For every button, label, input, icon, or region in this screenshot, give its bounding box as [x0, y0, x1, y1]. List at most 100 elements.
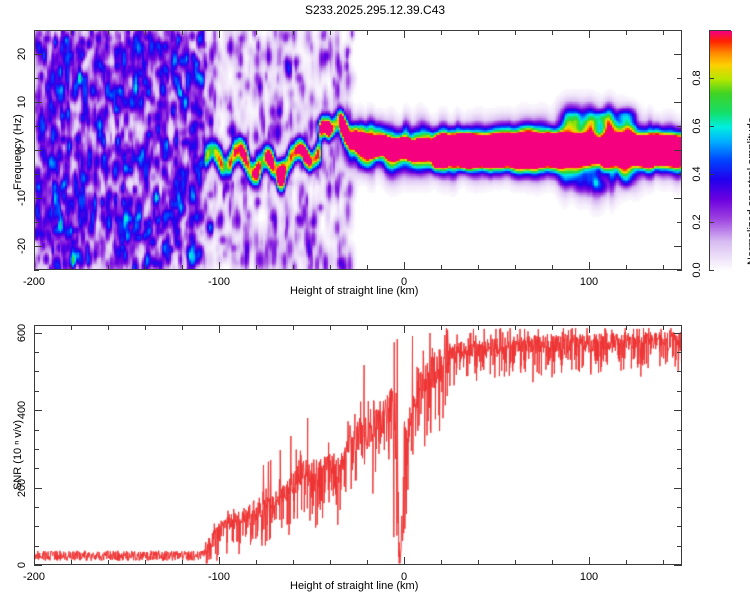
- axis-tick: [677, 78, 682, 79]
- axis-tick: [182, 325, 183, 330]
- axis-tick: [674, 54, 682, 55]
- axis-tick: [34, 507, 39, 508]
- axis-tick: [677, 468, 682, 469]
- axis-tick: [441, 265, 442, 270]
- figure-title: S233.2025.295.12.39.C43: [304, 3, 446, 17]
- axis-tick: [478, 265, 479, 270]
- axis-tick: [182, 30, 183, 35]
- axis-tick: [552, 265, 553, 270]
- axis-tick: [677, 526, 682, 527]
- axis-tick: [34, 557, 35, 565]
- x-tick-label: 100: [579, 571, 599, 583]
- axis-tick: [34, 526, 39, 527]
- colorbar-tick-label: 0.4: [691, 166, 703, 182]
- axis-tick: [663, 265, 664, 270]
- axis-tick: [515, 265, 516, 270]
- axis-tick: [441, 30, 442, 35]
- axis-tick: [182, 560, 183, 565]
- colorbar-tick: [709, 270, 714, 271]
- axis-tick: [677, 430, 682, 431]
- axis-tick: [145, 30, 146, 35]
- axis-tick: [515, 560, 516, 565]
- axis-tick: [674, 198, 682, 199]
- axis-tick: [677, 546, 682, 547]
- axis-tick: [674, 246, 682, 247]
- x-tick-label: -200: [22, 276, 46, 288]
- axis-tick: [34, 78, 39, 79]
- axis-tick: [677, 30, 682, 31]
- axis-tick: [478, 560, 479, 565]
- axis-tick: [34, 54, 42, 55]
- spectrogram-image: [34, 30, 682, 270]
- axis-tick: [71, 560, 72, 565]
- axis-tick: [108, 265, 109, 270]
- axis-tick: [34, 150, 42, 151]
- axis-tick: [34, 30, 35, 38]
- axis-tick: [663, 325, 664, 330]
- axis-tick: [34, 352, 39, 353]
- snr-yaxis-label: SNR (10 ⁿ v/v): [12, 419, 24, 490]
- axis-tick: [677, 371, 682, 372]
- axis-tick: [515, 325, 516, 330]
- axis-tick: [34, 391, 39, 392]
- axis-tick: [256, 560, 257, 565]
- colorbar-label: Normalized spectral amplitude: [746, 117, 750, 265]
- axis-tick: [515, 30, 516, 35]
- y-tick-label: 20: [16, 47, 28, 61]
- axis-tick: [293, 325, 294, 330]
- axis-tick: [478, 30, 479, 35]
- axis-tick: [34, 468, 39, 469]
- colorbar-tick-label: 0.6: [691, 118, 703, 134]
- colorbar-tick-label: 0.0: [691, 262, 703, 278]
- axis-tick: [552, 560, 553, 565]
- axis-tick: [677, 126, 682, 127]
- y-tick-label: 0: [16, 561, 28, 569]
- axis-tick: [674, 333, 682, 334]
- x-tick-label: 0: [400, 276, 408, 288]
- axis-tick: [677, 391, 682, 392]
- axis-tick: [256, 325, 257, 330]
- snr-panel: [34, 325, 682, 565]
- axis-tick: [589, 557, 590, 565]
- axis-tick: [34, 371, 39, 372]
- axis-tick: [34, 198, 42, 199]
- axis-tick: [34, 565, 42, 566]
- axis-tick: [34, 430, 39, 431]
- y-tick-label: 600: [16, 323, 28, 343]
- axis-tick: [71, 325, 72, 330]
- colorbar-gradient: [710, 31, 732, 271]
- axis-tick: [663, 30, 664, 35]
- axis-tick: [626, 30, 627, 35]
- axis-tick: [404, 262, 405, 270]
- spectrogram-panel: [34, 30, 682, 270]
- axis-tick: [145, 265, 146, 270]
- axis-tick: [34, 325, 35, 333]
- axis-tick: [478, 325, 479, 330]
- axis-tick: [367, 560, 368, 565]
- axis-tick: [145, 560, 146, 565]
- axis-tick: [34, 30, 39, 31]
- axis-tick: [674, 150, 682, 151]
- axis-tick: [677, 174, 682, 175]
- axis-tick: [589, 325, 590, 333]
- colorbar: [709, 30, 732, 271]
- axis-tick: [219, 325, 220, 333]
- axis-tick: [674, 410, 682, 411]
- x-tick-label: 0: [400, 571, 408, 583]
- y-tick-label: -20: [16, 238, 28, 254]
- axis-tick: [256, 30, 257, 35]
- x-tick-label: 100: [579, 276, 599, 288]
- axis-tick: [552, 30, 553, 35]
- axis-tick: [626, 265, 627, 270]
- axis-tick: [34, 126, 39, 127]
- axis-tick: [330, 560, 331, 565]
- axis-tick: [367, 30, 368, 35]
- axis-tick: [34, 222, 39, 223]
- snr-xaxis-label: Height of straight line (km): [290, 580, 419, 592]
- axis-tick: [677, 270, 682, 271]
- x-tick-label: -100: [207, 276, 231, 288]
- axis-tick: [404, 325, 405, 333]
- spectrogram-xaxis-label: Height of straight line (km): [290, 285, 419, 297]
- axis-tick: [34, 410, 42, 411]
- axis-tick: [108, 560, 109, 565]
